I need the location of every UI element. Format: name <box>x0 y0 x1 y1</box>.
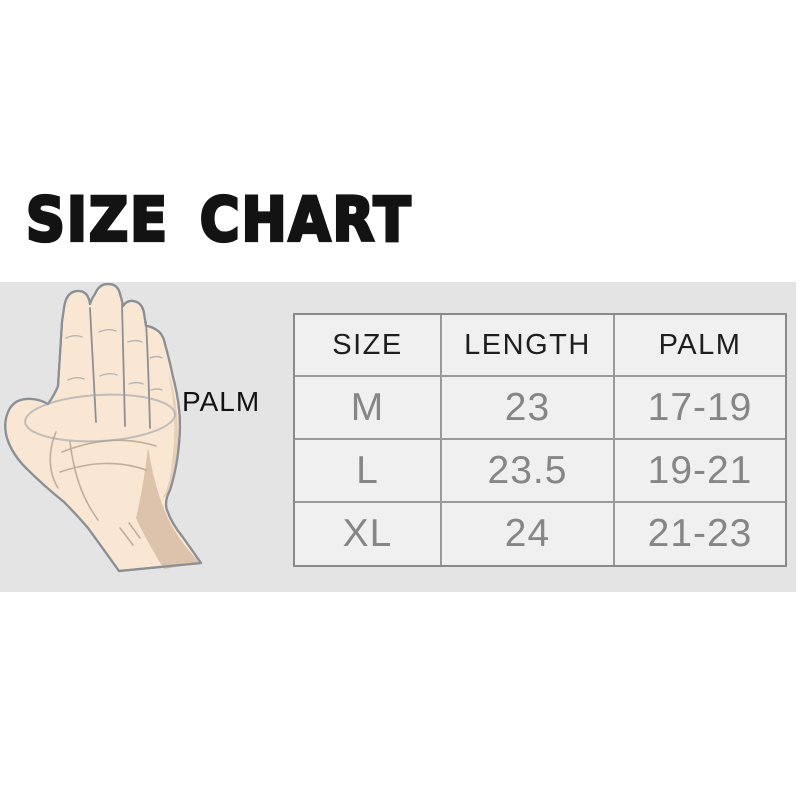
cell-size-m: M <box>295 377 440 438</box>
cell-length-m: 23 <box>442 377 613 438</box>
palm-edge-shade <box>162 372 179 498</box>
palm-measure-label: PALM <box>182 386 261 417</box>
cell-size-l: L <box>295 440 440 501</box>
palm-measurement-ellipse <box>24 393 176 443</box>
measurement-panel: PALM SIZE LENGTH PALM M 23 17-19 L 23.5 … <box>0 282 796 592</box>
page-title: SIZE CHART <box>24 184 413 255</box>
palm-creases <box>49 431 157 546</box>
hand-illustration <box>4 282 203 573</box>
cell-size-xl: XL <box>295 503 440 565</box>
cell-length-xl: 24 <box>442 503 613 565</box>
cell-length-l: 23.5 <box>442 440 613 501</box>
col-header-length: LENGTH <box>442 315 613 375</box>
arm-shade <box>136 447 200 569</box>
finger-separation-lines <box>89 303 151 429</box>
hand-outline-overlay <box>4 282 203 573</box>
finger-creases <box>65 329 163 391</box>
col-header-size: SIZE <box>295 315 440 375</box>
size-table: SIZE LENGTH PALM M 23 17-19 L 23.5 19-21… <box>293 313 787 567</box>
cell-palm-l: 19-21 <box>615 440 785 501</box>
cell-palm-xl: 21-23 <box>615 503 785 565</box>
cell-palm-m: 17-19 <box>615 377 785 438</box>
col-header-palm: PALM <box>615 315 785 375</box>
